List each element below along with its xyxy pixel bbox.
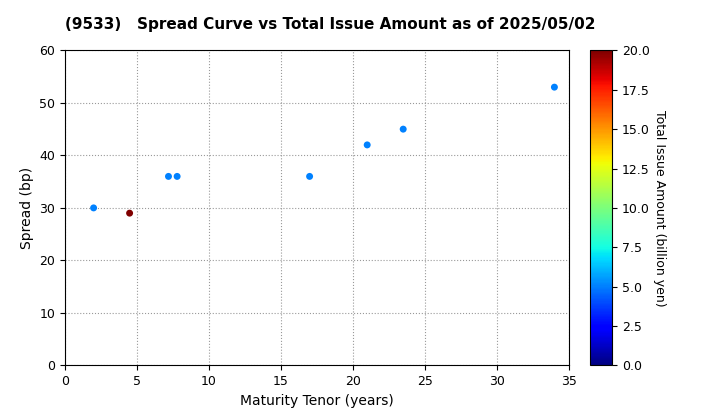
Point <box>163 173 174 180</box>
Point <box>88 205 99 211</box>
Point <box>397 126 409 132</box>
Text: (9533)   Spread Curve vs Total Issue Amount as of 2025/05/02: (9533) Spread Curve vs Total Issue Amoun… <box>65 17 595 32</box>
Y-axis label: Total Issue Amount (billion yen): Total Issue Amount (billion yen) <box>653 110 666 306</box>
Point <box>549 84 560 90</box>
Y-axis label: Spread (bp): Spread (bp) <box>19 167 34 249</box>
Point <box>304 173 315 180</box>
Point <box>124 210 135 217</box>
Point <box>171 173 183 180</box>
X-axis label: Maturity Tenor (years): Maturity Tenor (years) <box>240 394 394 408</box>
Point <box>361 142 373 148</box>
